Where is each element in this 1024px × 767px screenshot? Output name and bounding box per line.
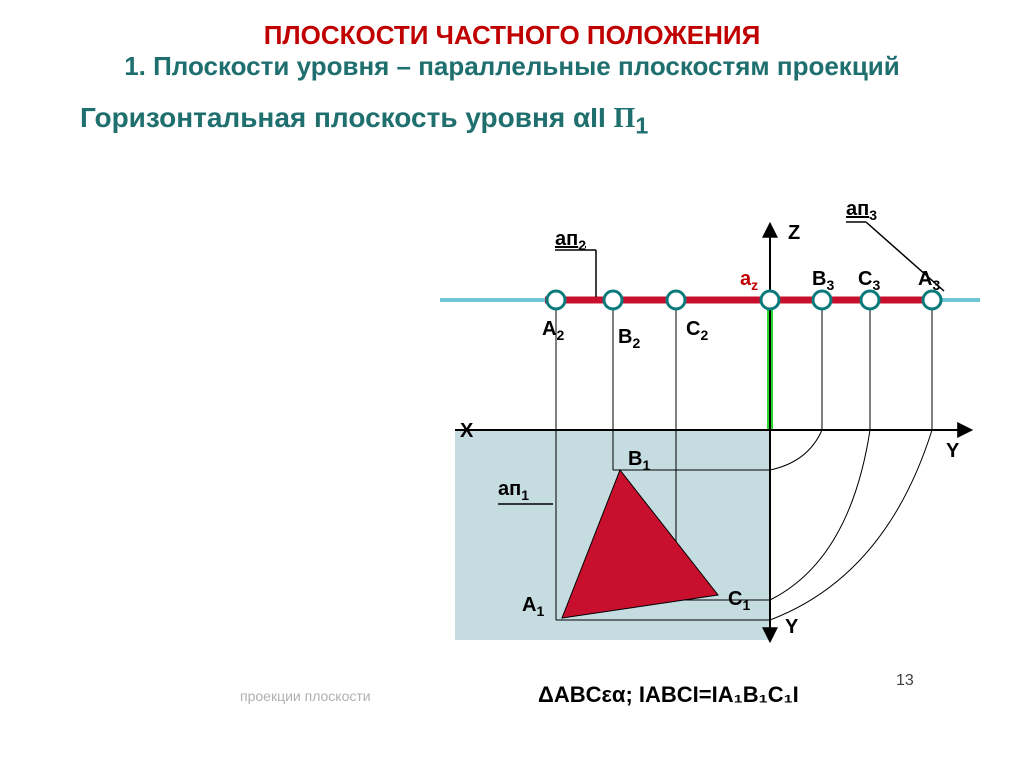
formula-text: ΔABCεα; IABCI=IA₁B₁C₁I (538, 682, 799, 708)
label-Z: Z (788, 222, 800, 245)
label-B3: B3 (812, 268, 834, 293)
label-C3: C3 (858, 268, 880, 293)
label-ap2: ап2 (555, 228, 586, 253)
label-B1: B1 (628, 448, 650, 473)
label-Y-right: Y (946, 440, 959, 463)
label-az: az (740, 268, 758, 293)
projection-diagram (0, 0, 1024, 767)
label-ap1: ап1 (498, 478, 529, 503)
footer-text: проекции плоскости (240, 688, 371, 704)
label-X: X (460, 420, 473, 443)
label-B2: B2 (618, 326, 640, 351)
label-A3: A3 (918, 268, 940, 293)
label-Y-down: Y (785, 616, 798, 639)
label-ap3: ап3 (846, 198, 877, 223)
page-number: 13 (896, 672, 914, 690)
label-C1: C1 (728, 588, 750, 613)
label-C2: C2 (686, 318, 708, 343)
label-A1: A1 (522, 594, 544, 619)
label-A2: A2 (542, 318, 564, 343)
